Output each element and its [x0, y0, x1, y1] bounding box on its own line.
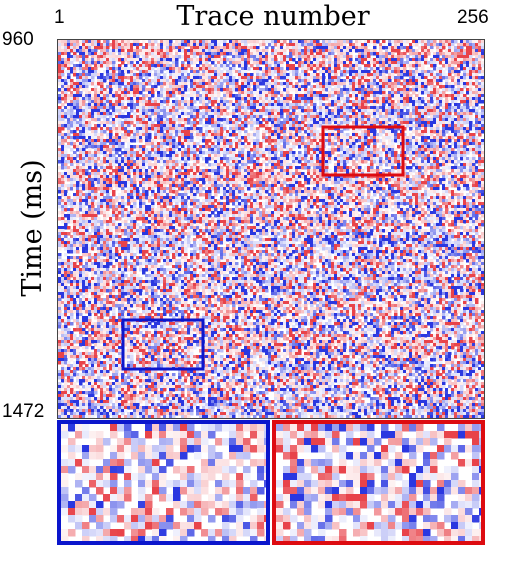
x-tick-end: 256 — [457, 7, 489, 28]
figure-title: Trace number — [176, 1, 370, 32]
x-tick-start: 1 — [54, 7, 65, 28]
red-highlight-box — [321, 125, 405, 177]
blue-zoom-inset — [57, 420, 270, 545]
blue-highlight-box — [121, 318, 205, 371]
y-tick-start: 960 — [2, 29, 34, 50]
red-zoom-inset — [272, 420, 485, 545]
y-tick-end: 1472 — [2, 401, 45, 422]
y-axis-label: Time (ms) — [17, 159, 48, 297]
seismic-section — [57, 39, 485, 419]
